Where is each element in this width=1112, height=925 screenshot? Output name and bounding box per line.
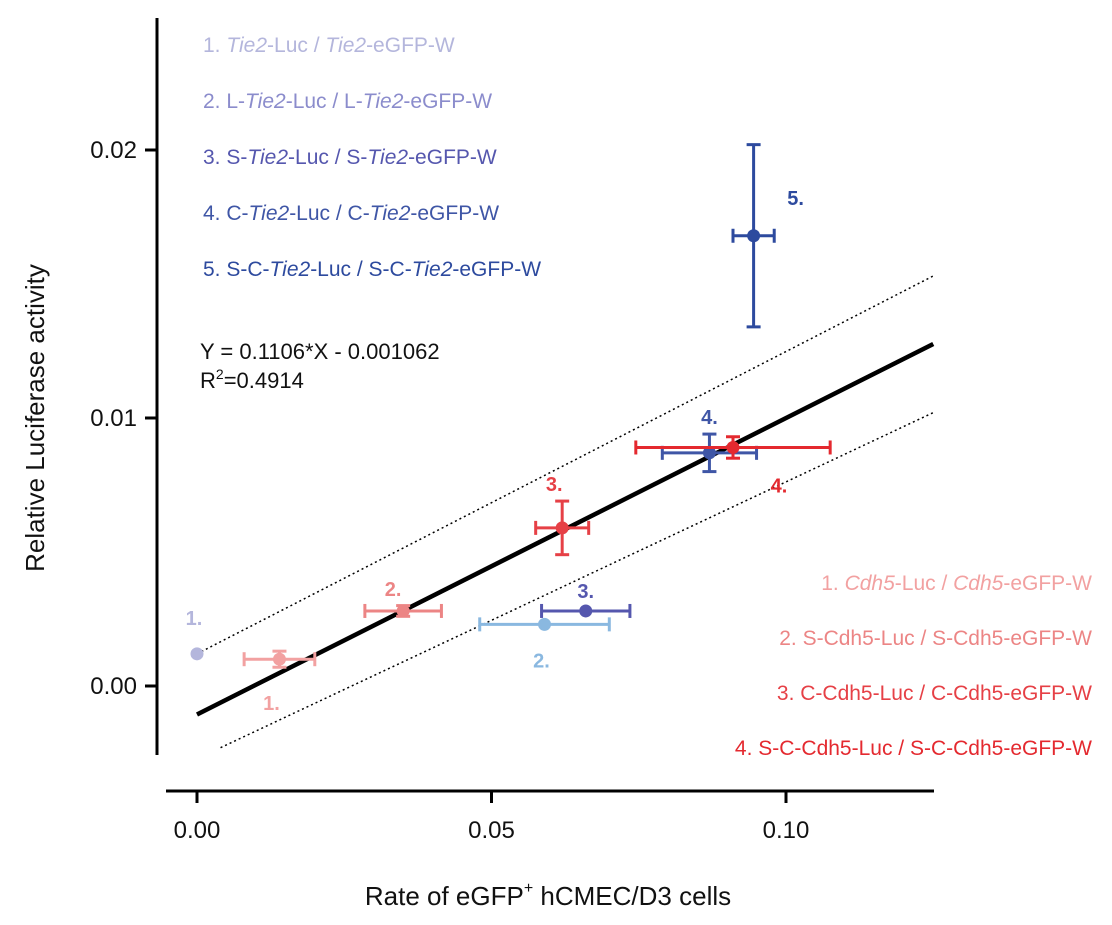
data-point-cdh5	[242, 649, 317, 669]
legend-text-part: -eGFP-W	[1003, 572, 1092, 595]
legend-item-tie2: 1. Tie2-Luc / Tie2-eGFP-W	[203, 34, 455, 57]
y-axis-title: Relative Luciferase activity	[20, 264, 50, 572]
legend-text-part: 3. S-	[203, 146, 247, 169]
y-tick-label: 0.02	[90, 137, 137, 164]
legend-item-cdh5: 2. S-Cdh5-Luc / S-Cdh5-eGFP-W	[779, 627, 1092, 650]
x-tick-label: 0.10	[763, 817, 810, 844]
legend-text-part: 1.	[203, 34, 226, 57]
data-point-cdh5	[634, 435, 832, 460]
legend-text-part: -Luc / L-	[286, 90, 363, 113]
x-tick-label: 0.05	[468, 817, 515, 844]
r-squared-prefix: R	[200, 368, 216, 393]
point-label-cdh5: 2.	[385, 579, 402, 601]
legend-text-part: Tie2	[370, 202, 411, 225]
legend-text-part: 4. C-	[203, 202, 249, 225]
point-label-tie2: 5.	[787, 188, 804, 210]
marker	[726, 440, 740, 454]
legend-text-part: Cdh5	[953, 572, 1004, 595]
legend-text-part: Tie2	[412, 258, 453, 281]
legend-text-part: -Luc /	[895, 572, 953, 595]
x-axis-title-sup: +	[524, 880, 533, 897]
legend-text-part: Tie2	[363, 90, 404, 113]
y-tick-label: 0.01	[90, 405, 137, 432]
data-point-cdh5	[534, 499, 591, 557]
legend-text-part: Tie2	[367, 146, 408, 169]
legend-text-part: -eGFP-W	[410, 202, 499, 225]
marker	[579, 604, 593, 618]
point-label-tie2: 4.	[701, 407, 718, 429]
data-point-tie2	[660, 432, 759, 474]
point-label-cdh5: 3.	[546, 474, 563, 496]
r-squared: R2=0.4914	[200, 366, 304, 393]
legend-text-part: -eGFP-W	[452, 258, 541, 281]
legend-text-part: -eGFP-W	[408, 146, 497, 169]
point-label-tie2: 2.	[533, 650, 550, 672]
legend-item-tie2: 5. S-C-Tie2-Luc / S-C-Tie2-eGFP-W	[203, 258, 541, 281]
data-point-tie2	[731, 143, 776, 329]
legend-text-part: Cdh5	[845, 572, 896, 595]
legend-text-part: -Luc / S-	[288, 146, 367, 169]
point-label-tie2: 3.	[577, 581, 594, 603]
legend-text-part: 2. L-	[203, 90, 245, 113]
point-label-cdh5: 4.	[771, 475, 788, 497]
legend-text-part: -Luc / S-C-	[310, 258, 412, 281]
regression-equation: Y = 0.1106*X - 0.001062	[200, 339, 440, 364]
x-tick-label: 0.00	[174, 817, 221, 844]
legend-text-part: Tie2	[270, 258, 311, 281]
legend-text-part: Tie2	[325, 34, 366, 57]
legend-item-cdh5: 1. Cdh5-Luc / Cdh5-eGFP-W	[821, 572, 1092, 595]
legend-text-part: 2. S-Cdh5-Luc / S-Cdh5-eGFP-W	[779, 627, 1092, 650]
legend-text-part: 5. S-C-	[203, 258, 270, 281]
point-label-cdh5: 1.	[263, 693, 280, 715]
legend-text-part: -Luc / C-	[289, 202, 370, 225]
legend-text-part: -eGFP-W	[366, 34, 455, 57]
x-axis-title-main: Rate of eGFP	[365, 881, 524, 911]
data-point-tie2	[540, 603, 632, 618]
legend-item-tie2: 4. C-Tie2-Luc / C-Tie2-eGFP-W	[203, 202, 499, 225]
legend-text-part: -Luc /	[267, 34, 325, 57]
legend-text-part: Tie2	[245, 90, 286, 113]
confidence-band-lower	[220, 411, 934, 749]
legend-text-part: Tie2	[249, 202, 290, 225]
legend-text-part: 3. C-Cdh5-Luc / C-Cdh5-eGFP-W	[777, 682, 1092, 705]
legend-text-part: -eGFP-W	[403, 90, 492, 113]
marker	[747, 229, 761, 243]
legend-text-part: 1.	[821, 572, 844, 595]
marker	[190, 647, 204, 661]
marker	[396, 604, 410, 618]
x-axis-title-rest: hCMEC/D3 cells	[533, 881, 731, 911]
r-squared-value: =0.4914	[224, 368, 304, 393]
legend-text-part: 4. S-C-Cdh5-Luc / S-C-Cdh5-eGFP-W	[735, 737, 1092, 760]
x-axis-title: Rate of eGFP+ hCMEC/D3 cells	[365, 880, 731, 911]
legend-item-tie2: 2. L-Tie2-Luc / L-Tie2-eGFP-W	[203, 90, 492, 113]
point-label-tie2: 1.	[186, 608, 203, 630]
data-point-cdh5	[363, 603, 443, 618]
marker	[272, 652, 286, 666]
data-point-tie2	[478, 617, 611, 632]
legend-item-tie2: 3. S-Tie2-Luc / S-Tie2-eGFP-W	[203, 146, 497, 169]
legend-text-part: Tie2	[226, 34, 267, 57]
marker	[555, 521, 569, 535]
legend-item-cdh5: 3. C-Cdh5-Luc / C-Cdh5-eGFP-W	[777, 682, 1092, 705]
legend-item-cdh5: 4. S-C-Cdh5-Luc / S-C-Cdh5-eGFP-W	[735, 737, 1092, 760]
r-squared-sup: 2	[216, 366, 224, 382]
legend-text-part: Tie2	[247, 146, 288, 169]
marker	[538, 617, 552, 631]
data-point-tie2	[190, 647, 204, 661]
y-tick-label: 0.00	[90, 673, 137, 700]
marker	[702, 446, 716, 460]
